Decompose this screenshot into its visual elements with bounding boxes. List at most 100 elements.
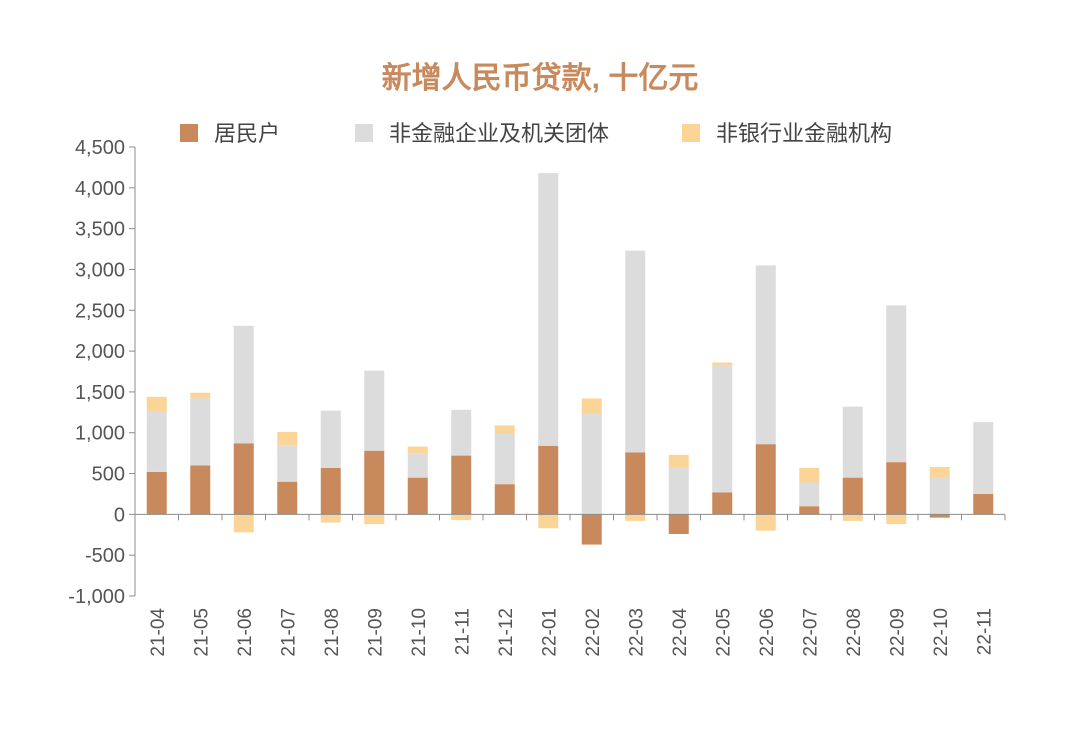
- y-tick-label: 1,000: [75, 423, 125, 445]
- bar-segment: [799, 482, 820, 507]
- bar-segment: [451, 409, 472, 456]
- y-tick-label: 1,500: [75, 382, 125, 404]
- y-tick-label: 0: [114, 504, 125, 526]
- bar-segment: [146, 396, 167, 412]
- y-axis: 4,500 4,000 3,500 3,000 2,500 2,000 1,500 1,000…: [68, 137, 136, 608]
- bar-segment: [364, 370, 385, 451]
- y-tick-label: 2,500: [75, 300, 125, 322]
- y-tick-label: 4,500: [75, 137, 125, 159]
- y-tick-label: 4,000: [75, 178, 125, 200]
- bar-segment: [277, 431, 298, 446]
- x-tick-label: 22-06: [757, 608, 778, 657]
- x-tick-label: 21-10: [409, 608, 430, 657]
- bar-segment: [712, 365, 733, 493]
- bar-segment: [538, 445, 559, 515]
- bar-segment: [755, 514, 776, 531]
- x-tick-label: 21-09: [365, 608, 386, 657]
- y-tick-label: -500: [85, 545, 125, 567]
- bar-segment: [625, 250, 646, 453]
- bar-segment: [929, 467, 950, 478]
- legend-swatch: [355, 124, 373, 142]
- bar-segment: [842, 477, 863, 515]
- bar-segment: [190, 465, 211, 515]
- bar-segment: [190, 398, 211, 466]
- y-tick-label: 3,500: [75, 219, 125, 241]
- x-tick-label: 21-06: [235, 608, 256, 657]
- bar-segment: [233, 514, 254, 533]
- bar-segment: [407, 453, 428, 478]
- bar-segment: [538, 173, 559, 446]
- chart-title: 新增人民币贷款, 十亿元: [382, 62, 699, 95]
- bar-segment: [277, 481, 298, 515]
- bar-segment: [842, 514, 863, 521]
- bar-segment: [712, 362, 733, 366]
- bar-segment: [625, 452, 646, 515]
- x-tick-label: 22-02: [583, 608, 604, 657]
- bar-segment: [886, 462, 907, 515]
- x-tick-label: 22-10: [931, 608, 952, 657]
- x-tick-label: 22-05: [713, 608, 734, 657]
- bar-segment: [320, 514, 341, 523]
- bar-segment: [581, 413, 602, 515]
- bar-segment: [712, 492, 733, 515]
- bar-segment: [320, 467, 341, 515]
- bar-segment: [451, 514, 472, 521]
- x-tick-label: 21-11: [452, 608, 473, 655]
- x-tick-label: 21-05: [191, 608, 212, 657]
- bar-segment: [233, 443, 254, 515]
- x-tick-label: 22-11: [974, 608, 995, 655]
- bar-segment: [886, 514, 907, 525]
- x-axis: 21-04 21-05 21-06 21-07 21-08 21-09 21-10 21-11…: [134, 513, 1006, 657]
- y-tick-label: 2,000: [75, 341, 125, 363]
- bar-segment: [973, 493, 994, 515]
- bar-segment: [799, 467, 820, 483]
- y-tick-label: 3,000: [75, 259, 125, 281]
- legend-swatch: [180, 124, 198, 142]
- legend-label: 非银行业金融机构: [716, 121, 892, 146]
- legend-label: 居民户: [214, 121, 280, 146]
- y-tick-label: -1,000: [68, 586, 125, 608]
- bar-segment: [886, 305, 907, 463]
- x-tick-label: 21-04: [148, 608, 169, 657]
- x-tick-label: 22-01: [539, 608, 560, 657]
- bar-segment: [407, 477, 428, 515]
- bar-segment: [451, 455, 472, 515]
- y-tick-label: 500: [92, 464, 125, 486]
- bar-segment: [842, 406, 863, 478]
- bar-segment: [494, 425, 515, 434]
- legend-swatch: [682, 124, 700, 142]
- bar-segment: [494, 433, 515, 485]
- bar-segment: [755, 265, 776, 445]
- bar-segment: [190, 392, 211, 399]
- x-tick-label: 21-08: [322, 608, 343, 657]
- bar-segment: [538, 514, 559, 529]
- bar-segment: [581, 398, 602, 414]
- bar-segment: [146, 411, 167, 472]
- bar-segment: [668, 467, 689, 515]
- bar-segment: [973, 422, 994, 494]
- bar-segment: [277, 445, 298, 482]
- bar-segment: [625, 514, 646, 521]
- bar-segment: [364, 514, 385, 525]
- bar-segment: [320, 410, 341, 468]
- x-tick-label: 22-08: [844, 608, 865, 657]
- x-tick-label: 22-07: [800, 608, 821, 657]
- bar-segment: [668, 454, 689, 468]
- bar-segment: [146, 471, 167, 515]
- x-tick-label: 22-04: [670, 608, 691, 657]
- bar-segment: [755, 444, 776, 515]
- bar-segment: [407, 446, 428, 454]
- legend-label: 非金融企业及机关团体: [389, 121, 609, 146]
- bar-segment: [364, 450, 385, 515]
- bar-segment: [929, 477, 950, 515]
- x-tick-label: 21-07: [278, 608, 299, 657]
- x-tick-label: 22-09: [887, 608, 908, 657]
- bar-segment: [581, 514, 602, 545]
- bars: [146, 173, 994, 545]
- bar-segment: [668, 514, 689, 534]
- x-tick-label: 21-12: [496, 608, 517, 657]
- legend: 居民户 非金融企业及机关团体 非银行业金融机构: [180, 121, 892, 146]
- bar-segment: [494, 484, 515, 515]
